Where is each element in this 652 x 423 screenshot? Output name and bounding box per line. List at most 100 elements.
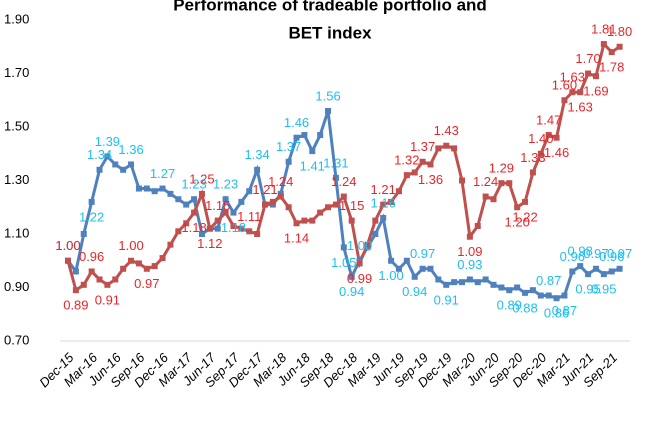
marker	[529, 169, 536, 176]
marker	[482, 193, 489, 200]
marker	[498, 180, 505, 187]
marker	[183, 201, 190, 208]
data-label: 0.87	[552, 303, 577, 318]
marker	[372, 231, 379, 237]
marker	[466, 276, 473, 283]
marker	[490, 196, 497, 203]
marker	[529, 287, 536, 294]
marker	[293, 220, 300, 227]
data-label: 0.89	[497, 298, 522, 313]
marker	[545, 292, 552, 299]
marker	[537, 150, 544, 157]
marker	[262, 201, 268, 208]
data-label: 0.94	[339, 284, 364, 299]
data-label: 0.97	[134, 276, 159, 291]
data-label: 1.00	[55, 238, 80, 253]
data-label: 1.14	[284, 231, 309, 246]
marker	[277, 193, 284, 200]
data-label: 0.86	[544, 306, 569, 321]
data-label: 1.22	[512, 209, 537, 224]
data-label: 1.21	[252, 182, 277, 197]
marker	[167, 190, 174, 197]
data-label: 0.87	[536, 273, 561, 288]
data-label: 1.36	[118, 142, 143, 157]
data-label: 1.63	[560, 70, 585, 85]
marker	[198, 190, 205, 197]
data-label: 1.43	[434, 123, 459, 138]
y-tick-label: 1.70	[4, 65, 29, 80]
marker	[395, 265, 402, 272]
marker	[238, 198, 245, 205]
marker	[419, 265, 426, 272]
data-label: 1.11	[237, 209, 261, 224]
data-label: 1.69	[583, 84, 608, 99]
data-label: 1.29	[489, 161, 514, 176]
data-label: 1.00	[55, 238, 80, 253]
marker	[214, 217, 221, 224]
data-label: 1.16	[371, 195, 396, 210]
data-label: 1.37	[410, 139, 435, 154]
data-label: 1.31	[323, 155, 348, 170]
data-label: 0.97	[607, 246, 632, 261]
data-label: 0.97	[410, 246, 435, 261]
marker	[435, 145, 442, 152]
y-tick-label: 1.50	[4, 118, 29, 133]
data-label: 0.91	[95, 292, 120, 307]
y-tick-label: 0.70	[4, 332, 29, 347]
marker	[301, 132, 308, 139]
data-label: 0.96	[599, 249, 624, 264]
marker	[553, 295, 560, 302]
y-tick-label: 1.10	[4, 225, 29, 240]
marker	[128, 161, 135, 168]
marker	[222, 209, 229, 216]
data-label: 1.00	[118, 238, 143, 253]
marker	[143, 265, 150, 272]
data-label: 1.21	[371, 182, 396, 197]
marker	[230, 209, 237, 216]
marker	[88, 268, 95, 275]
data-label: 1.00	[378, 268, 403, 283]
chart-title: BET index	[288, 23, 372, 42]
marker	[151, 263, 158, 270]
marker	[451, 145, 458, 152]
marker	[301, 217, 308, 224]
data-label: 0.97	[583, 246, 608, 261]
data-label: 1.23	[181, 177, 206, 192]
marker	[340, 244, 347, 251]
marker	[325, 204, 332, 211]
data-label: 1.47	[536, 112, 561, 127]
marker	[309, 148, 316, 155]
data-label: 0.96	[560, 249, 585, 264]
marker	[514, 204, 521, 211]
data-label: 0.88	[512, 300, 537, 315]
data-label: 1.46	[284, 115, 309, 130]
marker	[285, 158, 292, 165]
data-label: 1.18	[181, 220, 206, 235]
y-tick-label: 0.90	[4, 279, 29, 294]
data-label: 1.20	[505, 215, 530, 230]
marker	[569, 268, 576, 275]
data-label: 1.09	[457, 244, 482, 259]
marker	[135, 260, 142, 267]
data-label: 1.34	[87, 147, 112, 162]
marker	[309, 217, 316, 224]
data-label: 1.25	[189, 171, 214, 186]
marker	[269, 198, 276, 205]
marker	[427, 265, 434, 272]
marker	[332, 201, 339, 208]
marker	[395, 188, 402, 195]
data-label: 1.56	[315, 88, 340, 103]
data-label: 0.95	[591, 282, 616, 297]
marker	[380, 214, 387, 221]
data-label: 1.63	[568, 100, 593, 115]
marker	[325, 107, 332, 114]
data-label: 1.24	[268, 174, 293, 189]
data-label: 1.15	[339, 198, 364, 213]
marker	[143, 185, 150, 192]
marker	[151, 188, 158, 195]
marker	[616, 265, 623, 272]
marker	[506, 180, 513, 187]
marker	[522, 289, 529, 296]
data-label: 1.27	[150, 166, 175, 181]
marker	[506, 287, 513, 294]
